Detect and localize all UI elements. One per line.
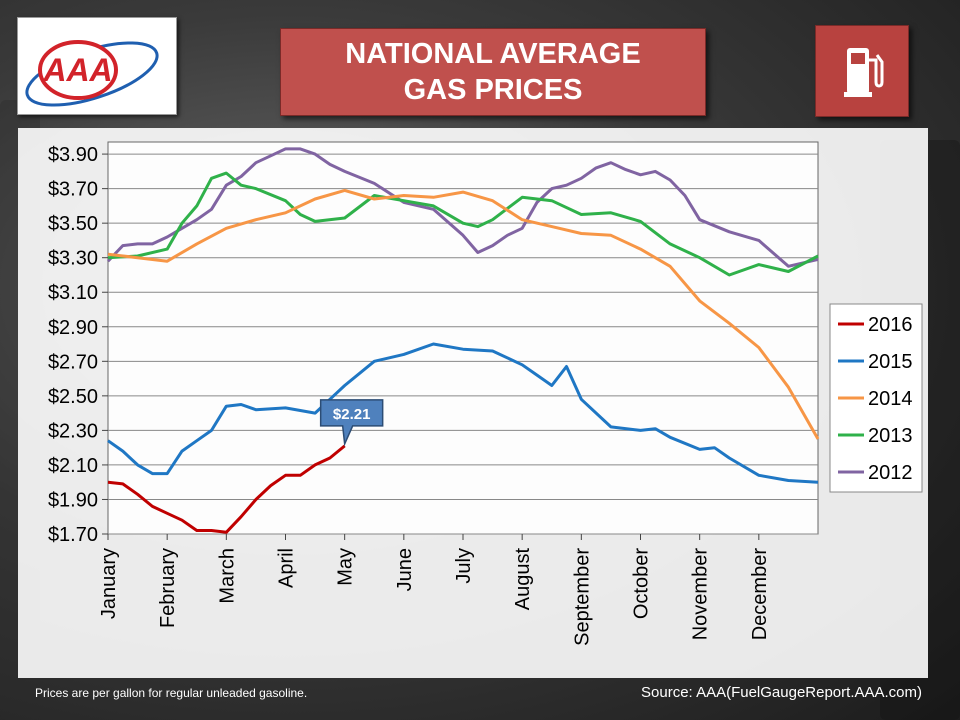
- x-tick-label: July: [453, 548, 475, 584]
- gas-pump-icon: [844, 48, 884, 97]
- x-tick-label: March: [216, 548, 238, 604]
- page-title: NATIONAL AVERAGE GAS PRICES: [280, 28, 706, 116]
- y-tick-label: $2.10: [48, 455, 98, 477]
- legend-label-2012: 2012: [868, 462, 913, 484]
- title-line-1: NATIONAL AVERAGE: [345, 38, 641, 70]
- logo-text: AAA: [42, 52, 112, 88]
- y-tick-label: $2.90: [48, 317, 98, 339]
- legend-label-2013: 2013: [868, 425, 913, 447]
- y-tick-label: $2.30: [48, 420, 98, 442]
- y-tick-label: $3.10: [48, 282, 98, 304]
- x-tick-label: November: [690, 548, 712, 641]
- x-tick-label: February: [157, 548, 179, 628]
- x-tick-label: May: [335, 548, 357, 586]
- plot-area: [108, 142, 818, 534]
- title-line-2: GAS PRICES: [403, 74, 583, 106]
- x-tick-label: September: [571, 548, 593, 646]
- line-chart: $1.70 $1.90 $2.10 $2.30 $2.50 $2.70 $2.90 $3.10…: [48, 141, 923, 646]
- legend-label-2016: 2016: [868, 314, 913, 336]
- annotation-callout: [319, 399, 384, 447]
- series-line-2015: [107, 342, 819, 484]
- series-line-2012: [106, 147, 819, 268]
- y-tick-label: $3.90: [48, 144, 98, 166]
- legend-label-2015: 2015: [868, 351, 913, 373]
- gas-pump-badge: [815, 25, 909, 117]
- y-tick-label: $2.50: [48, 386, 98, 408]
- y-tick-label: $3.50: [48, 213, 98, 235]
- x-tick-label: December: [749, 548, 771, 641]
- legend-label-2014: 2014: [868, 388, 913, 410]
- x-tick-label: June: [394, 548, 416, 591]
- x-tick-label: January: [98, 548, 120, 619]
- chart-panel: $1.70 $1.90 $2.10 $2.30 $2.50 $2.70 $2.90 $3.10…: [18, 128, 928, 678]
- y-tick-label: $3.70: [48, 179, 98, 201]
- y-tick-label: $2.70: [48, 351, 98, 373]
- aaa-logo: AAA: [17, 17, 177, 115]
- y-tick-label: $1.90: [48, 489, 98, 511]
- footer-source: Source: AAA(FuelGaugeReport.AAA.com): [641, 684, 922, 701]
- x-tick-label: October: [631, 548, 653, 619]
- series-line-2014: [107, 188, 820, 440]
- series-line-2016: [107, 444, 346, 534]
- series-line-2013: [107, 171, 819, 277]
- x-tick-label: April: [276, 548, 298, 588]
- annotation-label: $2.21: [333, 406, 371, 423]
- y-tick-label: $1.70: [48, 524, 98, 546]
- y-tick-label: $3.30: [48, 248, 98, 270]
- footer-note: Prices are per gallon for regular unlead…: [35, 686, 308, 700]
- x-tick-label: August: [512, 548, 534, 611]
